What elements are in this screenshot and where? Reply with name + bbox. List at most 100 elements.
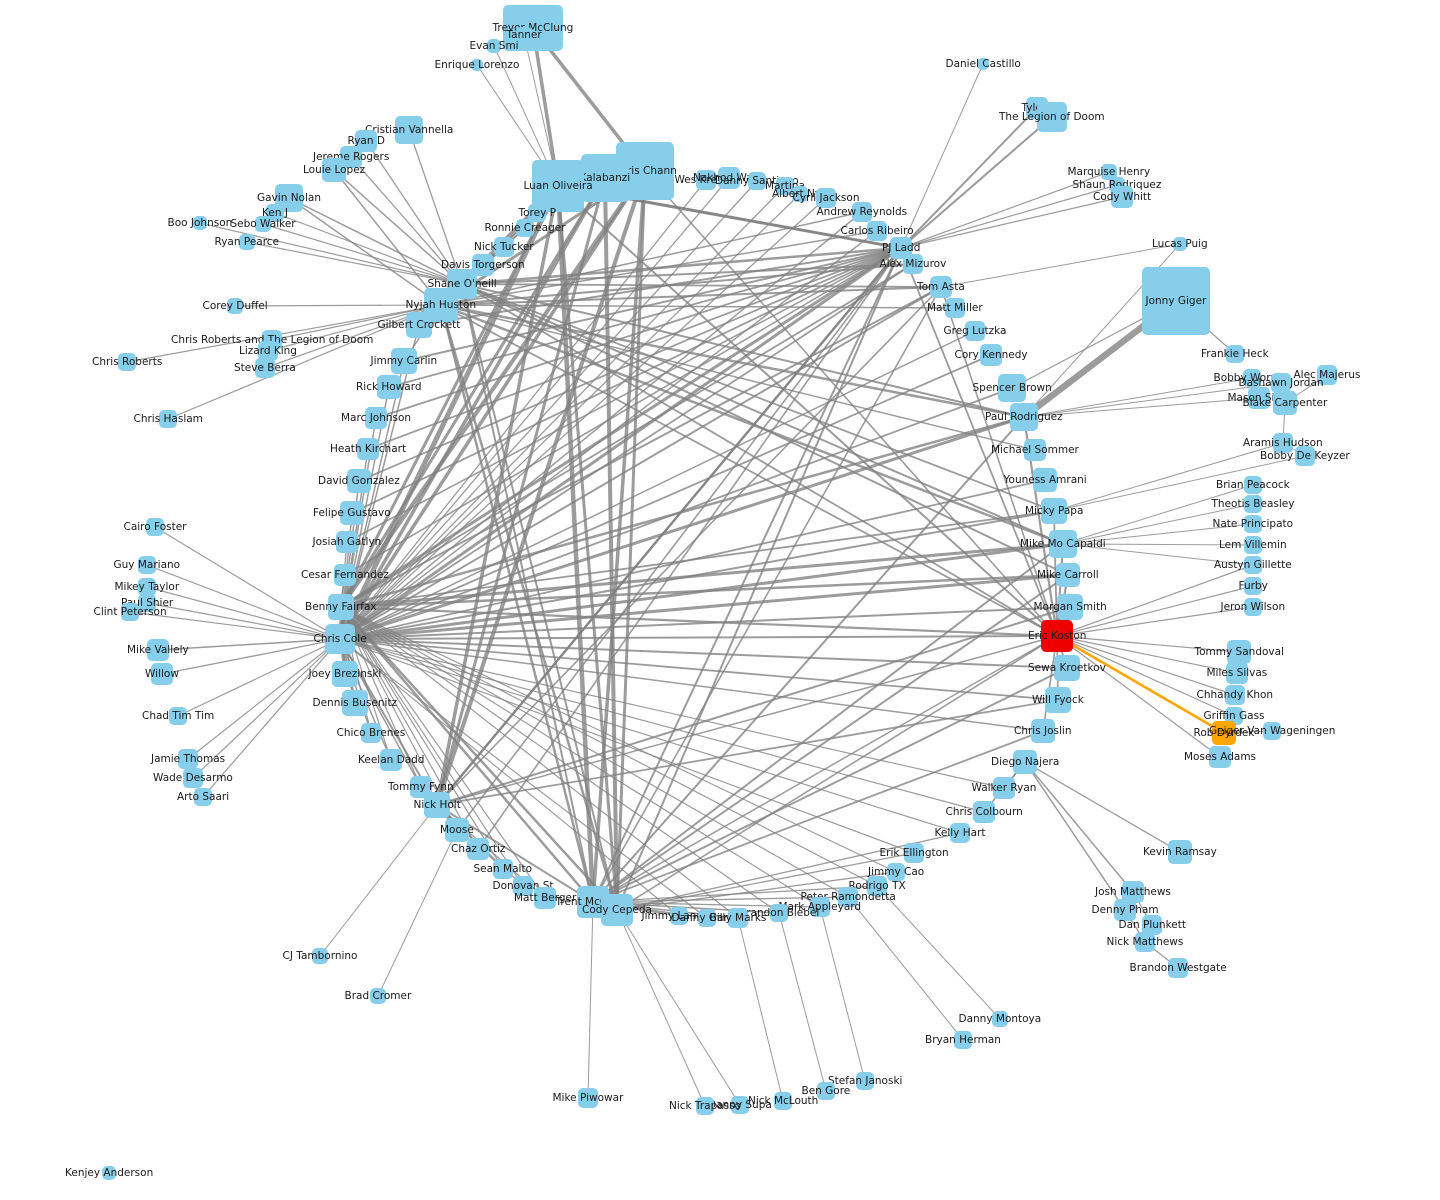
graph-node[interactable] xyxy=(731,1096,749,1114)
graph-node[interactable] xyxy=(945,298,965,318)
graph-node[interactable] xyxy=(965,321,985,341)
graph-node[interactable] xyxy=(954,1031,972,1049)
graph-node[interactable] xyxy=(1225,685,1245,705)
graph-node[interactable] xyxy=(516,219,534,237)
graph-node[interactable] xyxy=(406,312,432,338)
graph-node[interactable] xyxy=(472,254,494,276)
graph-node[interactable] xyxy=(1045,687,1071,713)
graph-node[interactable] xyxy=(1168,840,1192,864)
graph-node[interactable] xyxy=(1244,598,1262,616)
graph-node[interactable] xyxy=(852,202,872,222)
graph-node[interactable] xyxy=(696,1097,714,1115)
graph-node[interactable] xyxy=(534,887,556,909)
graph-node[interactable] xyxy=(513,876,533,896)
graph-node[interactable] xyxy=(147,639,169,661)
graph-node[interactable] xyxy=(1244,536,1262,554)
graph-node[interactable] xyxy=(357,438,379,460)
graph-node[interactable] xyxy=(838,887,858,907)
graph-node[interactable] xyxy=(194,788,212,806)
graph-node[interactable] xyxy=(817,1082,835,1100)
graph-node[interactable] xyxy=(1212,721,1236,745)
graph-node[interactable] xyxy=(1010,403,1038,431)
graph-node[interactable] xyxy=(258,341,278,361)
graph-node[interactable] xyxy=(1142,267,1210,335)
graph-node[interactable] xyxy=(770,904,788,922)
graph-node[interactable] xyxy=(816,188,836,208)
graph-node[interactable] xyxy=(776,177,794,195)
graph-node[interactable] xyxy=(1135,932,1155,952)
graph-node[interactable] xyxy=(1225,707,1243,725)
graph-node[interactable] xyxy=(867,221,887,241)
graph-node[interactable] xyxy=(728,908,748,928)
graph-node[interactable] xyxy=(445,818,469,842)
graph-node[interactable] xyxy=(856,1072,874,1090)
graph-node[interactable] xyxy=(973,801,995,823)
graph-node[interactable] xyxy=(903,254,923,274)
graph-node[interactable] xyxy=(493,859,513,879)
graph-node[interactable] xyxy=(347,469,371,493)
graph-node[interactable] xyxy=(532,160,584,212)
graph-node[interactable] xyxy=(334,564,356,586)
graph-node[interactable] xyxy=(395,116,423,144)
graph-node[interactable] xyxy=(424,792,450,818)
graph-node[interactable] xyxy=(998,374,1026,402)
graph-node[interactable] xyxy=(1173,237,1187,251)
graph-node[interactable] xyxy=(1057,594,1083,620)
graph-node[interactable] xyxy=(138,578,156,596)
graph-node[interactable] xyxy=(1111,186,1133,208)
graph-node[interactable] xyxy=(601,894,633,926)
graph-node[interactable] xyxy=(528,204,546,222)
graph-node[interactable] xyxy=(255,358,275,378)
graph-node[interactable] xyxy=(239,234,255,250)
graph-node[interactable] xyxy=(266,204,284,222)
graph-node[interactable] xyxy=(1142,915,1162,935)
graph-node[interactable] xyxy=(1041,498,1067,524)
graph-node[interactable] xyxy=(467,838,489,860)
graph-node[interactable] xyxy=(342,690,368,716)
graph-node[interactable] xyxy=(1056,563,1080,587)
graph-node[interactable] xyxy=(992,1011,1008,1027)
graph-node[interactable] xyxy=(1209,746,1231,768)
graph-node[interactable] xyxy=(1013,750,1037,774)
graph-node[interactable] xyxy=(950,823,970,843)
graph-node[interactable] xyxy=(698,909,716,927)
graph-node[interactable] xyxy=(1244,556,1262,574)
graph-node[interactable] xyxy=(328,594,354,620)
graph-node[interactable] xyxy=(993,777,1015,799)
graph-node[interactable] xyxy=(1024,439,1046,461)
graph-node[interactable] xyxy=(1273,433,1293,453)
graph-node[interactable] xyxy=(1317,365,1337,385)
graph-node[interactable] xyxy=(471,59,483,71)
graph-node[interactable] xyxy=(792,186,808,202)
graph-node[interactable] xyxy=(980,344,1002,366)
graph-node[interactable] xyxy=(810,897,830,917)
graph-node[interactable] xyxy=(312,948,328,964)
graph-node[interactable] xyxy=(578,1088,598,1108)
graph-node[interactable] xyxy=(227,298,243,314)
graph-node[interactable] xyxy=(1244,515,1262,533)
graph-node[interactable] xyxy=(1244,577,1262,595)
graph-node[interactable] xyxy=(1295,446,1315,466)
graph-node[interactable] xyxy=(340,501,364,525)
graph-node[interactable] xyxy=(1122,881,1144,903)
graph-node[interactable] xyxy=(1244,495,1262,513)
graph-node[interactable] xyxy=(1037,102,1067,132)
graph-node[interactable] xyxy=(487,39,501,53)
graph-node[interactable] xyxy=(1248,387,1270,409)
graph-node[interactable] xyxy=(377,375,401,399)
graph-node[interactable] xyxy=(581,154,629,202)
graph-node[interactable] xyxy=(336,531,358,553)
graph-node[interactable] xyxy=(1227,640,1251,664)
graph-node[interactable] xyxy=(380,749,402,771)
graph-node[interactable] xyxy=(718,167,740,189)
graph-node[interactable] xyxy=(977,58,989,70)
graph-node[interactable] xyxy=(193,216,207,230)
graph-node[interactable] xyxy=(391,348,417,374)
graph-node[interactable] xyxy=(1168,958,1188,978)
graph-node[interactable] xyxy=(1114,899,1136,921)
graph-node[interactable] xyxy=(1226,345,1244,363)
graph-node[interactable] xyxy=(322,158,346,182)
graph-node[interactable] xyxy=(1049,530,1077,558)
graph-node[interactable] xyxy=(138,594,156,612)
graph-node[interactable] xyxy=(890,237,912,259)
